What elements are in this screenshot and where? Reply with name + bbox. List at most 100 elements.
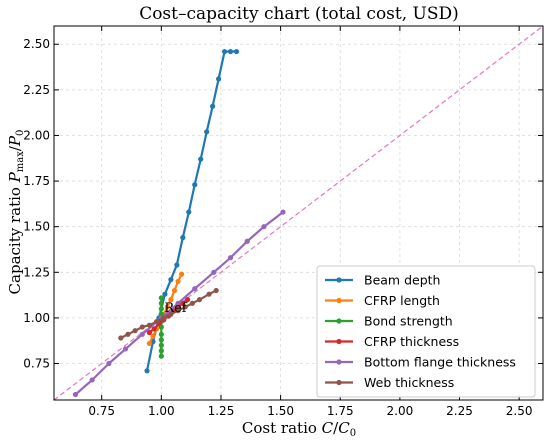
data-point-beam-depth bbox=[198, 156, 204, 162]
y-tick-label: 2.25 bbox=[23, 83, 50, 97]
data-point-bottom-flange-thickness bbox=[192, 286, 198, 292]
series-line-cfrp-length bbox=[148, 273, 183, 344]
ticks: 0.75 1.00 1.25 1.50 1.75 2.00 2.25 2.50 0.75 1.00… bbox=[23, 26, 543, 418]
data-point-bottom-flange-thickness bbox=[139, 331, 145, 337]
legend-box bbox=[316, 265, 536, 398]
data-point-cfrp-length bbox=[150, 333, 156, 339]
ref-annotation: Ref bbox=[164, 301, 187, 316]
data-point-beam-depth bbox=[215, 76, 222, 82]
y-tick-label: 0.75 bbox=[23, 357, 50, 371]
legend-label-cfrp-length: CFRP length bbox=[364, 293, 440, 308]
data-point-bottom-flange-thickness bbox=[122, 346, 129, 352]
data-point-cfrp-thickness bbox=[146, 329, 153, 336]
data-point-beam-depth bbox=[204, 129, 210, 135]
legend-label-web-thickness: Web thickness bbox=[364, 375, 454, 390]
data-point-bottom-flange-thickness bbox=[280, 209, 286, 215]
data-point-beam-depth bbox=[144, 368, 150, 374]
data-point-bottom-flange-thickness bbox=[211, 269, 217, 275]
data-point-bond-strength bbox=[158, 353, 164, 359]
data-point-web-thickness bbox=[139, 324, 145, 330]
legend-label-cfrp-thickness: CFRP thickness bbox=[364, 334, 459, 349]
data-point-bottom-flange-thickness bbox=[106, 360, 112, 367]
data-point-beam-depth bbox=[192, 182, 198, 188]
data-point-beam-depth bbox=[186, 209, 192, 215]
legend-label-bond-strength: Bond strength bbox=[364, 314, 453, 329]
x-tick-label: 1.50 bbox=[267, 404, 294, 418]
data-point-bottom-flange-thickness bbox=[244, 238, 250, 244]
legend-label-beam-depth: Beam depth bbox=[364, 273, 440, 288]
data-point-cfrp-length bbox=[146, 340, 153, 347]
data-point-beam-depth bbox=[180, 235, 186, 241]
data-point-beam-depth bbox=[210, 103, 216, 109]
legend-marker-bond-strength bbox=[336, 318, 342, 324]
data-point-web-thickness bbox=[206, 291, 212, 297]
legend-marker-beam-depth bbox=[336, 277, 342, 283]
data-point-web-thickness bbox=[146, 322, 153, 328]
legend-marker-web-thickness bbox=[336, 379, 342, 386]
reference-line-y-equals-x bbox=[53, 25, 544, 401]
x-axis-label: Cost ratio C/C0 bbox=[242, 419, 356, 439]
series-bottom-flange-thickness bbox=[72, 209, 286, 398]
data-point-bond-strength bbox=[158, 337, 164, 343]
chart-title: Cost–capacity chart (total cost, USD) bbox=[139, 4, 459, 24]
data-point-beam-depth bbox=[233, 48, 240, 55]
y-tick-label: 2.50 bbox=[23, 37, 50, 51]
series-web-thickness bbox=[118, 287, 219, 341]
data-point-web-thickness bbox=[125, 331, 131, 337]
y-tick-label: 1.25 bbox=[23, 265, 50, 279]
data-point-bond-strength bbox=[158, 331, 164, 337]
y-tick-label: 1.75 bbox=[23, 174, 50, 188]
legend-label-bottom-flange-thickness: Bottom flange thickness bbox=[364, 355, 516, 370]
x-tick-label: 2.25 bbox=[446, 404, 473, 418]
data-point-beam-depth bbox=[221, 48, 228, 55]
legend-marker-cfrp-length bbox=[336, 297, 342, 304]
data-point-bottom-flange-thickness bbox=[261, 224, 267, 230]
data-point-bottom-flange-thickness bbox=[175, 300, 181, 306]
data-point-bottom-flange-thickness bbox=[89, 377, 95, 383]
data-point-cfrp-thickness bbox=[184, 297, 191, 303]
legend-marker-cfrp-thickness bbox=[336, 338, 342, 345]
data-point-web-thickness bbox=[161, 315, 167, 321]
data-point-bond-strength bbox=[158, 342, 164, 348]
x-tick-label: 1.00 bbox=[148, 404, 175, 418]
data-point-cfrp-length bbox=[164, 304, 170, 310]
data-point-bottom-flange-thickness bbox=[72, 391, 79, 398]
data-point-web-thickness bbox=[189, 300, 195, 306]
reference-line bbox=[53, 25, 544, 401]
x-tick-label: 1.75 bbox=[327, 404, 354, 418]
data-point-bond-strength bbox=[158, 300, 164, 306]
data-point-web-thickness bbox=[213, 287, 219, 294]
x-tick-label: 2.00 bbox=[387, 404, 414, 418]
data-point-bond-strength bbox=[158, 306, 164, 312]
data-point-bottom-flange-thickness bbox=[227, 255, 234, 261]
x-tick-label: 0.75 bbox=[88, 404, 115, 418]
data-point-cfrp-length bbox=[171, 287, 178, 294]
data-point-web-thickness bbox=[175, 308, 181, 314]
data-point-beam-depth bbox=[227, 48, 234, 55]
series-group bbox=[72, 48, 286, 398]
y-tick-label: 1.50 bbox=[23, 220, 50, 234]
data-point-web-thickness bbox=[118, 335, 124, 341]
legend-marker-bottom-flange-thickness bbox=[336, 359, 342, 365]
data-point-web-thickness bbox=[168, 311, 174, 317]
series-bond-strength bbox=[158, 295, 164, 359]
data-point-cfrp-length bbox=[175, 278, 181, 285]
data-point-bond-strength bbox=[158, 295, 164, 301]
y-tick-label: 2.00 bbox=[23, 128, 50, 142]
data-point-bond-strength bbox=[158, 348, 164, 354]
data-point-web-thickness bbox=[132, 328, 138, 334]
data-point-cfrp-thickness bbox=[151, 326, 157, 332]
plot-frame bbox=[53, 25, 544, 401]
data-point-cfrp-length bbox=[179, 271, 185, 277]
x-tick-label: 2.50 bbox=[506, 404, 533, 418]
data-point-beam-depth bbox=[174, 262, 180, 268]
legend: Beam depth CFRP length Bond strength CFRP t… bbox=[316, 265, 536, 398]
data-point-beam-depth bbox=[168, 276, 174, 283]
data-point-web-thickness bbox=[182, 304, 188, 310]
data-point-cfrp-length bbox=[168, 297, 174, 303]
x-tick-label: 1.25 bbox=[208, 404, 235, 418]
data-point-beam-depth bbox=[162, 291, 168, 297]
data-point-web-thickness bbox=[196, 297, 203, 303]
y-tick-label: 1.00 bbox=[23, 311, 50, 325]
